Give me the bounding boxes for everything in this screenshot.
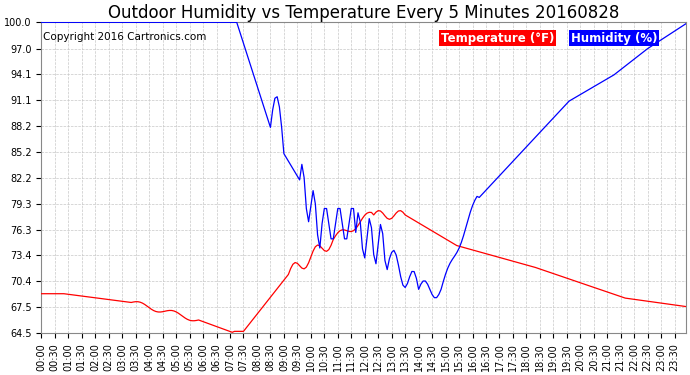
- Text: Temperature (°F): Temperature (°F): [441, 32, 554, 45]
- Text: Humidity (%): Humidity (%): [571, 32, 658, 45]
- Title: Outdoor Humidity vs Temperature Every 5 Minutes 20160828: Outdoor Humidity vs Temperature Every 5 …: [108, 4, 620, 22]
- Text: Copyright 2016 Cartronics.com: Copyright 2016 Cartronics.com: [43, 32, 206, 42]
